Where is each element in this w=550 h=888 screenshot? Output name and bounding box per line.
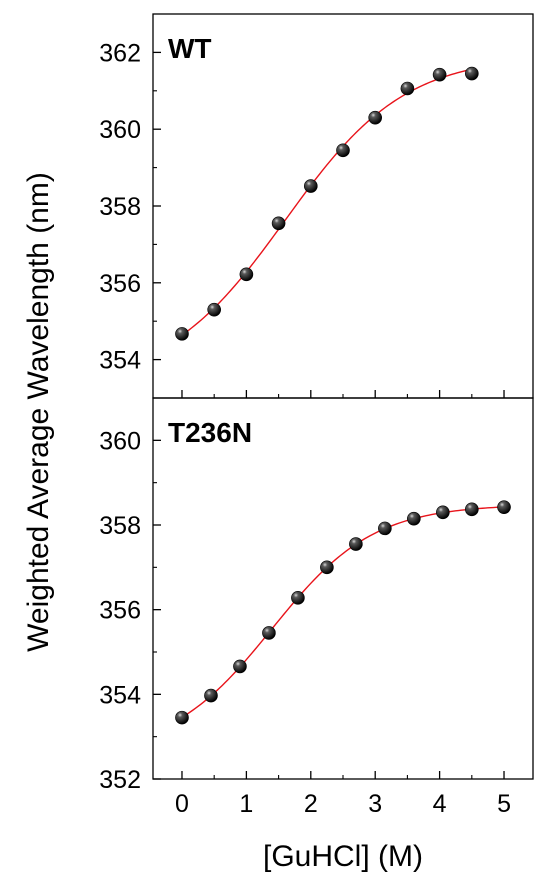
y-tick-label-t236n: 358 bbox=[99, 512, 141, 540]
x-tick-label: 4 bbox=[433, 790, 447, 818]
y-axis-title: Weighted Average Wavelength (nm) bbox=[22, 172, 55, 652]
data-point-wt bbox=[465, 66, 479, 81]
y-tick-label-t236n: 354 bbox=[99, 681, 141, 709]
y-tick-label-wt: 358 bbox=[99, 193, 141, 221]
data-point-wt bbox=[271, 216, 286, 231]
data-point-wt bbox=[400, 81, 415, 96]
data-point-t236n bbox=[262, 626, 276, 640]
panel-frame-t236n bbox=[152, 397, 534, 780]
data-point-t236n bbox=[378, 521, 392, 536]
fit-curve-t236n bbox=[181, 506, 505, 718]
x-axis-title: [GuHCl] (M) bbox=[263, 840, 423, 873]
data-point-t236n bbox=[436, 505, 450, 520]
data-point-t236n bbox=[233, 659, 247, 674]
x-tick-label: 0 bbox=[175, 790, 189, 818]
data-point-t236n bbox=[465, 502, 479, 517]
panel-label-wt: WT bbox=[168, 33, 212, 64]
data-point-wt bbox=[207, 302, 221, 317]
panel-label-t236n: T236N bbox=[168, 417, 252, 448]
y-tick-label-wt: 356 bbox=[99, 270, 141, 298]
x-tick-label: 5 bbox=[497, 790, 511, 818]
data-point-t236n bbox=[407, 511, 421, 526]
data-point-wt bbox=[336, 143, 350, 158]
data-point-wt bbox=[432, 67, 447, 82]
data-point-t236n bbox=[320, 560, 334, 575]
data-point-t236n bbox=[204, 688, 218, 703]
fit-curve-wt bbox=[181, 68, 472, 336]
x-tick-label: 3 bbox=[368, 790, 382, 818]
y-tick-label-wt: 354 bbox=[99, 347, 141, 375]
data-point-t236n bbox=[175, 710, 189, 725]
x-tick-label: 2 bbox=[304, 790, 318, 818]
data-point-wt bbox=[239, 267, 254, 282]
x-tick-label: 1 bbox=[239, 790, 253, 818]
data-point-wt bbox=[368, 110, 383, 125]
y-tick-label-t236n: 356 bbox=[99, 597, 141, 625]
data-point-wt bbox=[303, 179, 318, 193]
y-tick-label-wt: 360 bbox=[99, 116, 141, 144]
data-point-t236n bbox=[291, 591, 305, 605]
data-point-t236n bbox=[497, 500, 511, 515]
y-tick-label-t236n: 360 bbox=[99, 427, 141, 455]
data-point-wt bbox=[175, 327, 189, 341]
data-point-t236n bbox=[349, 537, 363, 551]
y-tick-label-wt: 362 bbox=[99, 39, 141, 67]
y-tick-label-t236n: 352 bbox=[99, 766, 141, 794]
